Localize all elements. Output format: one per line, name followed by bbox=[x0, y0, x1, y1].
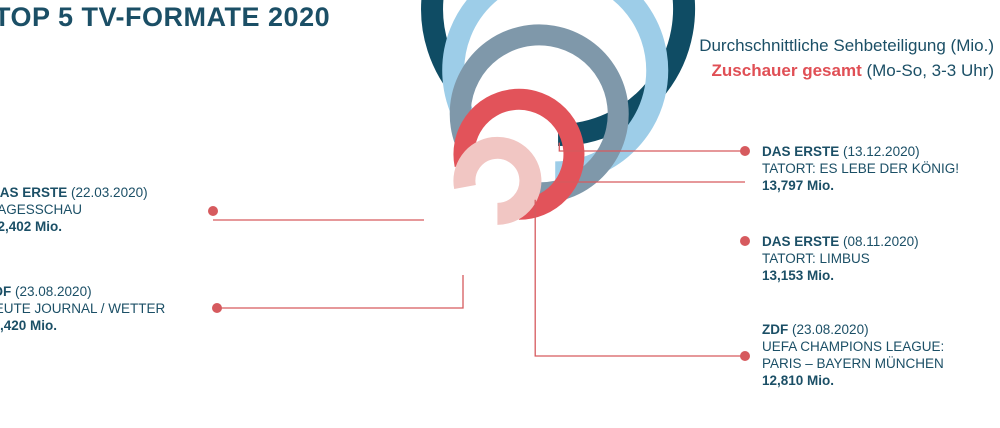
radial-bar bbox=[453, 136, 542, 225]
label-show: UEFA CHAMPIONS LEAGUE: bbox=[762, 339, 945, 354]
chart-title: TOP 5 TV-FORMATE 2020 bbox=[0, 2, 331, 32]
leader-line bbox=[534, 199, 745, 357]
label-show: TAGESSCHAU bbox=[0, 202, 83, 217]
label-tatort-koenig: DAS ERSTE (13.12.2020) TATORT: ES LEBE D… bbox=[762, 143, 959, 194]
label-tagesschau: DAS ERSTE (22.03.2020) TAGESSCHAU 12,402… bbox=[0, 184, 148, 235]
label-show: HEUTE JOURNAL / WETTER bbox=[0, 301, 166, 316]
label-channel: DAS ERSTE bbox=[762, 234, 840, 249]
label-show-2: PARIS – BAYERN MÜNCHEN bbox=[762, 356, 944, 371]
leader-dot bbox=[208, 206, 218, 216]
label-channel: DAS ERSTE bbox=[762, 144, 840, 159]
label-date: (13.12.2020) bbox=[843, 144, 920, 159]
chart-subtitle-2: Zuschauer gesamt (Mo-So, 3-3 Uhr) bbox=[712, 61, 994, 81]
label-date: (23.08.2020) bbox=[15, 284, 92, 299]
label-date: (22.03.2020) bbox=[71, 185, 148, 200]
subtitle-rest: (Mo-So, 3-3 Uhr) bbox=[861, 61, 994, 80]
leader-line bbox=[558, 142, 745, 152]
label-show: TATORT: ES LEBE DER KÖNIG! bbox=[762, 161, 960, 176]
chart-subtitle: Durchschnittliche Sehbeteiligung (Mio.) bbox=[699, 36, 994, 55]
radial-bar bbox=[442, 0, 669, 184]
leader-dot bbox=[740, 146, 750, 156]
label-heute-journal: ZDF (23.08.2020) HEUTE JOURNAL / WETTER … bbox=[0, 283, 165, 334]
leader-dot bbox=[740, 351, 750, 361]
label-channel: ZDF bbox=[762, 322, 789, 337]
label-show: TATORT: LIMBUS bbox=[762, 251, 870, 266]
label-channel: ZDF bbox=[0, 284, 12, 299]
leader-line bbox=[217, 275, 464, 309]
label-value: 13,153 Mio. bbox=[762, 268, 835, 283]
leader-dot bbox=[740, 236, 750, 246]
label-date: (23.08.2020) bbox=[792, 322, 869, 337]
radial-bar bbox=[449, 24, 629, 204]
leader-dot bbox=[212, 303, 222, 313]
label-value: 12,420 Mio. bbox=[0, 318, 58, 333]
label-value: 13,797 Mio. bbox=[762, 178, 835, 193]
label-tatort-limbus: DAS ERSTE (08.11.2020) TATORT: LIMBUS 13… bbox=[762, 233, 919, 284]
radial-bar bbox=[453, 88, 585, 220]
subtitle-highlight: Zuschauer gesamt bbox=[711, 61, 862, 80]
label-date: (08.11.2020) bbox=[843, 234, 919, 249]
label-champions-league: ZDF (23.08.2020) UEFA CHAMPIONS LEAGUE: … bbox=[762, 321, 944, 389]
label-value: 12,402 Mio. bbox=[0, 219, 63, 234]
label-value: 12,810 Mio. bbox=[762, 373, 835, 388]
label-channel: DAS ERSTE bbox=[0, 185, 68, 200]
